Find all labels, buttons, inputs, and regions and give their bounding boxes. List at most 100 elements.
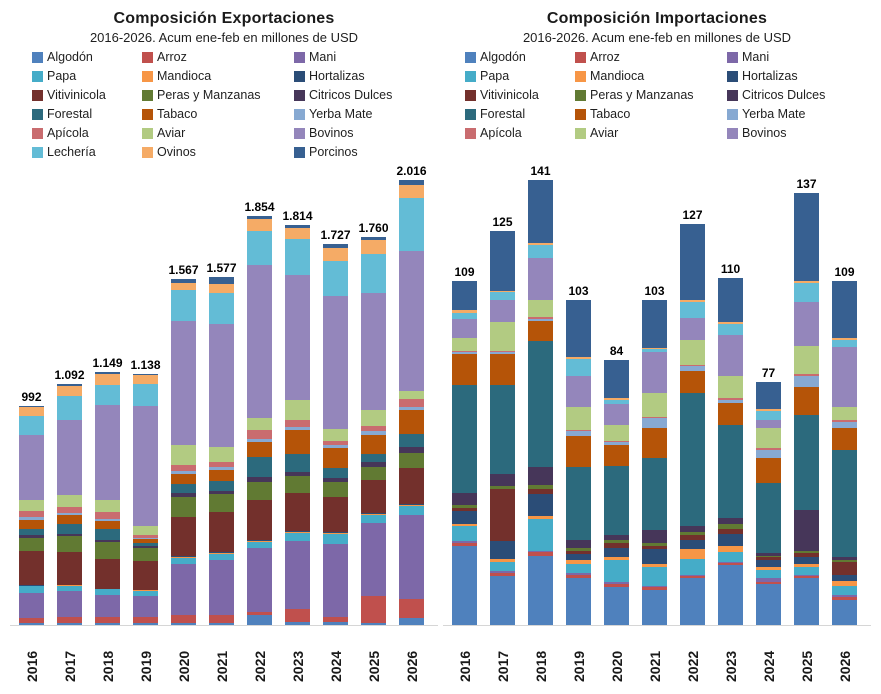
bar-total-label: 1.567 <box>168 263 199 278</box>
segment-hortalizas <box>209 552 234 554</box>
segment-mani <box>794 574 819 577</box>
segment-peras-y-manzanas <box>19 537 44 552</box>
legend-label: Hortalizas <box>742 69 798 83</box>
segment-hortalizas <box>756 560 781 567</box>
segment-tabaco <box>756 457 781 484</box>
segment-lecheria <box>209 292 234 324</box>
segment-vitivinicola <box>680 535 705 540</box>
bar-stack <box>680 224 705 625</box>
bar-stack <box>528 180 553 625</box>
segment-aviar <box>19 500 44 512</box>
segment-citricos-dulces <box>794 509 819 551</box>
segment-algodon <box>832 599 857 625</box>
exports-chart-x-axis-labels: 2016 2017 2018 2019 2020 2021 2022 2023 2024 2025… <box>10 626 438 682</box>
legend-swatch-mandioca <box>575 70 586 82</box>
segment-porcinos <box>95 371 120 375</box>
segment-vitivinicola <box>566 550 591 555</box>
legend-label: Forestal <box>47 107 93 121</box>
segment-forestal <box>718 424 743 518</box>
segment-algodon <box>680 577 705 625</box>
x-axis-tick-label: 2018 <box>532 650 549 682</box>
segment-lecheria <box>490 292 515 301</box>
segment-peras-y-manzanas <box>832 560 857 562</box>
legend-item-vitivinicola: Vitivinicola <box>465 88 569 102</box>
segment-bovinos <box>399 250 424 392</box>
legend-swatch-ovinos <box>142 146 153 158</box>
legend-label: Vitivinicola <box>480 88 539 102</box>
x-axis-tick-2025: 2025 <box>361 630 386 682</box>
legend-item-bovinos: Bovinos <box>294 126 416 140</box>
segment-lecheria <box>452 312 477 320</box>
legend-label: Yerba Mate <box>309 107 373 121</box>
segment-citricos-dulces <box>247 477 272 482</box>
bar-stack <box>95 371 120 625</box>
segment-lecheria <box>528 244 553 258</box>
segment-ovinos <box>209 283 234 293</box>
segment-papa <box>209 553 234 560</box>
segment-lecheria <box>285 239 310 275</box>
legend-swatch-arroz <box>142 51 153 63</box>
segment-bovinos <box>528 257 553 301</box>
segment-ovinos <box>133 375 158 384</box>
bar-total-label: 1.577 <box>206 261 237 276</box>
bar-stack <box>19 406 44 625</box>
segment-lecheria <box>604 399 629 405</box>
bar-stack <box>604 360 629 625</box>
segment-aviar <box>452 338 477 351</box>
legend-label: Papa <box>480 69 510 83</box>
legend-swatch-bovinos <box>294 127 305 139</box>
segment-algodon <box>490 576 515 625</box>
imports-chart-title: Composición Importaciones <box>546 10 768 27</box>
segment-mandioca <box>247 540 272 542</box>
segment-vitivinicola <box>209 511 234 553</box>
segment-citricos-dulces <box>399 447 424 453</box>
segment-vitivinicola <box>285 492 310 532</box>
x-axis-tick-label: 2025 <box>798 650 815 682</box>
segment-porcinos <box>718 278 743 323</box>
segment-apicola <box>209 461 234 468</box>
segment-aviar <box>57 495 82 508</box>
segment-aviar <box>209 447 234 462</box>
legend-swatch-apicola <box>465 127 476 139</box>
segment-peras-y-manzanas <box>247 481 272 501</box>
bar-total-label: 125 <box>492 214 513 229</box>
x-axis-tick-2021: 2021 <box>642 630 667 682</box>
segment-forestal <box>133 542 158 547</box>
bar-total-label: 1.092 <box>54 368 85 383</box>
x-axis-tick-2023: 2023 <box>718 630 743 682</box>
legend-swatch-hortalizas <box>294 70 305 82</box>
exports-chart-legend: Algodón Arroz Mani Papa Mandioca Hortalizas Vi… <box>10 50 438 160</box>
legend-swatch-mani <box>294 51 305 63</box>
segment-forestal <box>57 523 82 534</box>
x-axis-tick-2017: 2017 <box>490 630 515 682</box>
bar-2020: 84 <box>604 160 629 625</box>
segment-hortalizas <box>247 540 272 541</box>
bar-total-label: 141 <box>530 164 551 179</box>
x-axis-tick-2025: 2025 <box>794 630 819 682</box>
segment-porcinos <box>285 224 310 229</box>
x-axis-tick-2020: 2020 <box>171 630 196 682</box>
segment-mandioca <box>490 558 515 562</box>
segment-forestal <box>95 529 120 541</box>
segment-arroz <box>95 617 120 624</box>
x-axis-tick-2022: 2022 <box>680 630 705 682</box>
x-axis-tick-label: 2017 <box>61 650 78 682</box>
segment-papa <box>490 561 515 572</box>
segment-mani <box>323 544 348 617</box>
segment-hortalizas <box>832 574 857 581</box>
legend-label: Bovinos <box>742 126 787 140</box>
segment-mani <box>528 550 553 553</box>
segment-hortalizas <box>794 557 819 564</box>
segment-citricos-dulces <box>642 530 667 544</box>
segment-peras-y-manzanas <box>756 555 781 558</box>
exports-chart-plot: 992 1.092 1.149 1.138 1.567 1.577 1.854 1.814 1.… <box>10 160 438 626</box>
legend-swatch-arroz <box>575 51 586 63</box>
legend-item-papa: Papa <box>465 69 569 83</box>
bar-2026: 2.016 <box>396 160 427 625</box>
bar-stack <box>209 277 234 625</box>
segment-ovinos <box>95 374 120 386</box>
segment-vitivinicola <box>794 552 819 558</box>
segment-peras-y-manzanas <box>604 539 629 544</box>
segment-citricos-dulces <box>528 467 553 485</box>
segment-apicola <box>718 397 743 400</box>
